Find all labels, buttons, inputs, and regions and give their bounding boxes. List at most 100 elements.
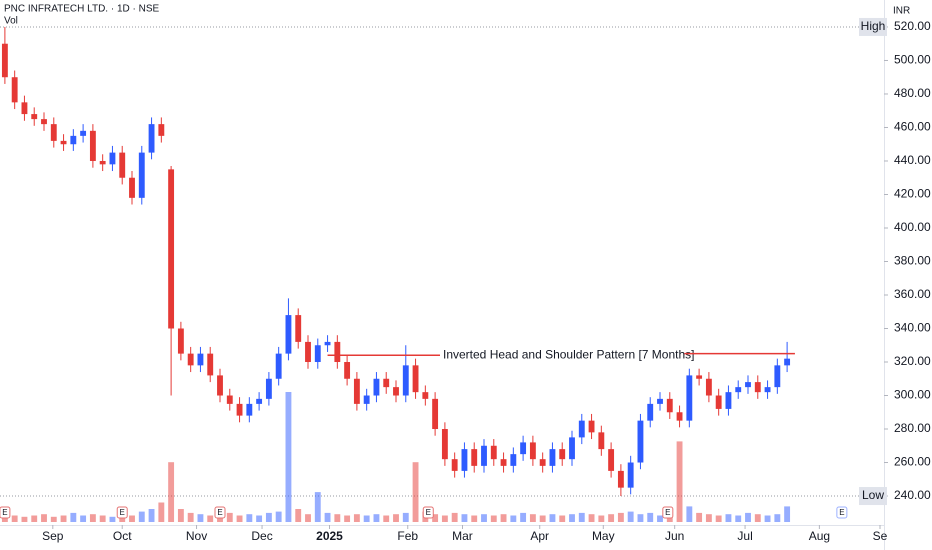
- y-tick-label: 280.00: [894, 421, 931, 435]
- volume-bar: [148, 509, 155, 522]
- candle-body: [451, 459, 458, 471]
- event-marker: [214, 506, 226, 519]
- volume-bar: [725, 514, 732, 522]
- volume-bar: [31, 515, 38, 522]
- event-marker: [662, 506, 674, 519]
- candle-body: [617, 470, 624, 488]
- candle-body: [490, 445, 497, 460]
- candle-body: [256, 398, 263, 404]
- candle-body: [295, 315, 302, 342]
- y-tick-label: 340.00: [894, 321, 931, 335]
- candle-body: [529, 442, 536, 460]
- volume-bar: [608, 514, 615, 522]
- volume-bar: [80, 515, 87, 522]
- volume-bar: [627, 511, 634, 522]
- candle-body: [1, 43, 8, 78]
- candle-body: [412, 365, 419, 393]
- volume-bar: [11, 515, 18, 522]
- x-tick-label: Aug: [809, 529, 830, 543]
- y-tick-label: 400.00: [894, 220, 931, 234]
- event-marker: [116, 506, 128, 519]
- event-label: E: [665, 508, 670, 517]
- x-tick-label: Dec: [251, 529, 272, 543]
- y-tick-label: 420.00: [894, 187, 931, 201]
- volume-bar: [490, 515, 497, 522]
- volume-bar: [177, 509, 184, 522]
- volume-bar: [598, 515, 605, 522]
- volume-bar: [432, 514, 439, 522]
- candle-body: [598, 432, 605, 450]
- candle-body: [246, 403, 253, 416]
- volume-bar: [481, 514, 487, 522]
- candle-body: [89, 130, 96, 161]
- x-tick-label: Jun: [665, 529, 684, 543]
- volume-bar: [70, 512, 77, 522]
- candle-body: [197, 353, 204, 366]
- candle-body: [647, 403, 654, 421]
- candle-body: [31, 114, 38, 120]
- currency-label: INR: [893, 6, 910, 17]
- volume-bar: [168, 462, 175, 522]
- volume-bar: [314, 492, 321, 522]
- candle-body: [109, 152, 116, 165]
- candle-body: [676, 412, 683, 421]
- candle-body: [539, 459, 546, 466]
- x-tick-label: Nov: [186, 529, 207, 543]
- volume-bar: [617, 512, 624, 522]
- candle-body: [784, 358, 791, 366]
- volume-bar: [60, 515, 67, 522]
- volume-bar: [334, 514, 341, 522]
- volume-bar: [705, 514, 712, 522]
- candle-body: [432, 398, 439, 430]
- candle-body: [21, 102, 28, 115]
- x-tick-label: Mar: [452, 529, 473, 543]
- volume-bar: [344, 515, 351, 522]
- low-line-box: [859, 487, 887, 506]
- volume-bar: [471, 515, 478, 522]
- y-tick-label: 320.00: [894, 354, 931, 368]
- x-tick-label: May: [592, 529, 615, 543]
- event-marker: [422, 506, 434, 519]
- volume-bar: [275, 511, 282, 522]
- x-tick-label: Jul: [737, 529, 752, 543]
- x-tick-label: 2025: [316, 529, 343, 543]
- candle-body: [383, 378, 390, 388]
- candle-body: [70, 135, 77, 145]
- volume-bar: [461, 514, 468, 522]
- y-tick-label: 520.00: [894, 19, 931, 33]
- volume-bar: [41, 514, 47, 522]
- volume-bar: [451, 512, 458, 522]
- volume-bar: [109, 516, 116, 522]
- volume-bar: [285, 392, 292, 522]
- x-tick-label: Sep: [42, 529, 64, 543]
- candle-body: [627, 462, 634, 488]
- candle-body: [705, 378, 712, 396]
- volume-bar: [383, 515, 390, 522]
- y-tick-label: 300.00: [894, 388, 931, 402]
- candle-body: [549, 449, 556, 466]
- candle-body: [657, 398, 663, 404]
- candle-body: [187, 353, 194, 366]
- volume-bar: [569, 514, 575, 522]
- volume-bar: [647, 512, 654, 522]
- candle-body: [569, 437, 575, 460]
- event-label: E: [120, 508, 125, 517]
- candle-body: [80, 130, 87, 136]
- event-label: E: [426, 508, 431, 517]
- volume-bar: [539, 515, 546, 522]
- volume-bar: [500, 514, 507, 522]
- volume-bar: [764, 515, 771, 522]
- volume-bar: [745, 512, 751, 522]
- candle-body: [324, 341, 331, 346]
- volume-bar: [373, 514, 380, 522]
- volume-bar: [588, 514, 595, 522]
- candle-body: [764, 387, 771, 393]
- volume-bar: [686, 506, 693, 522]
- volume-label: Vol: [4, 16, 18, 27]
- candle-body: [686, 375, 693, 421]
- event-label: E: [217, 508, 222, 517]
- volume-bar: [138, 511, 145, 522]
- volume-bar: [696, 512, 703, 522]
- candle-body: [461, 449, 468, 471]
- volume-bar: [207, 515, 214, 522]
